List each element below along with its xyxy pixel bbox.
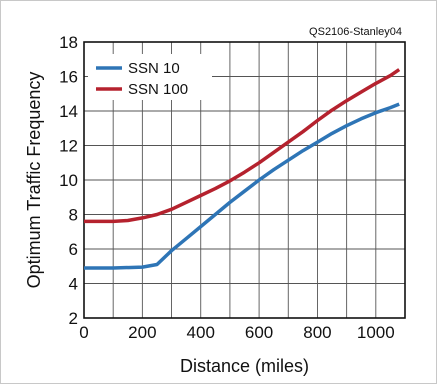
x-tick-label: 200 <box>128 323 156 342</box>
series-line-ssn-10 <box>84 102 400 270</box>
grid-lines <box>84 42 405 318</box>
y-tick-label: 2 <box>69 309 78 328</box>
x-tick-label: 600 <box>245 323 273 342</box>
legend-label-ssn-100: SSN 100 <box>128 81 188 98</box>
x-tick-label: 0 <box>79 323 88 342</box>
x-axis-title: Distance (miles) <box>180 356 309 376</box>
y-axis-title: Optimum Traffic Frequency <box>24 72 44 289</box>
series-layer <box>84 68 401 270</box>
x-tick-label: 800 <box>303 323 331 342</box>
legend-label-ssn-10: SSN 10 <box>128 60 180 77</box>
y-tick-label: 14 <box>59 102 78 121</box>
series-line-ssn-100 <box>84 68 401 224</box>
plot-area-border <box>83 41 406 319</box>
chart-credit: QS2106-Stanley04 <box>309 26 402 38</box>
legend-background <box>88 54 212 100</box>
y-tick-label: 6 <box>69 240 78 259</box>
y-tick-label: 18 <box>59 33 78 52</box>
y-tick-label: 10 <box>59 171 78 190</box>
x-tick-labels: 0 200 400 600 800 1000 <box>79 323 394 342</box>
y-tick-labels: 2 4 6 8 10 12 14 16 18 <box>59 33 78 328</box>
y-tick-label: 16 <box>59 68 78 87</box>
y-tick-label: 8 <box>69 206 78 225</box>
legend: SSN 10 SSN 100 <box>88 54 212 100</box>
y-tick-label: 4 <box>69 275 78 294</box>
x-tick-label: 1000 <box>357 323 395 342</box>
x-tick-label: 400 <box>187 323 215 342</box>
y-tick-label: 12 <box>59 137 78 156</box>
